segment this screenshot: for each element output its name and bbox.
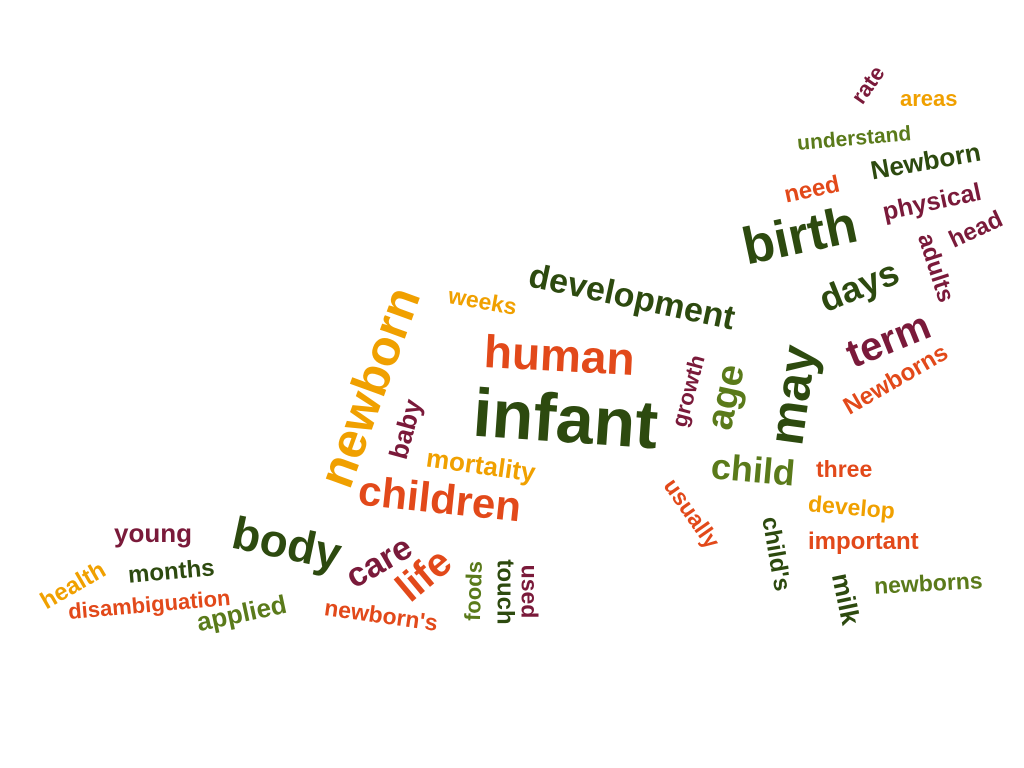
word-months: months bbox=[126, 554, 216, 589]
word-development: development bbox=[525, 256, 739, 338]
word-infant: infant bbox=[470, 374, 661, 464]
word-days: days bbox=[813, 251, 905, 320]
word-understand: understand bbox=[796, 122, 913, 155]
word-newborns: newborns bbox=[873, 567, 984, 599]
word-touch: touch bbox=[491, 559, 519, 625]
word-birth: birth bbox=[737, 195, 863, 277]
word-young: young bbox=[114, 518, 192, 548]
word-used: used bbox=[516, 564, 543, 619]
word-may: may bbox=[757, 341, 827, 449]
word-important: important bbox=[808, 528, 919, 555]
word-foods: foods bbox=[459, 560, 487, 622]
word-three: three bbox=[816, 456, 873, 482]
word-human: human bbox=[482, 325, 637, 385]
word-child's: child's bbox=[756, 514, 796, 594]
word-rate: rate bbox=[845, 61, 890, 109]
word-milk: milk bbox=[825, 570, 867, 628]
word-areas: areas bbox=[900, 86, 958, 111]
word-weeks: weeks bbox=[446, 282, 519, 320]
word-body: body bbox=[227, 506, 347, 580]
word-develop: develop bbox=[807, 490, 896, 524]
word-head: head bbox=[944, 205, 1007, 254]
word-age: age bbox=[698, 360, 754, 434]
word-child: child bbox=[709, 445, 797, 494]
